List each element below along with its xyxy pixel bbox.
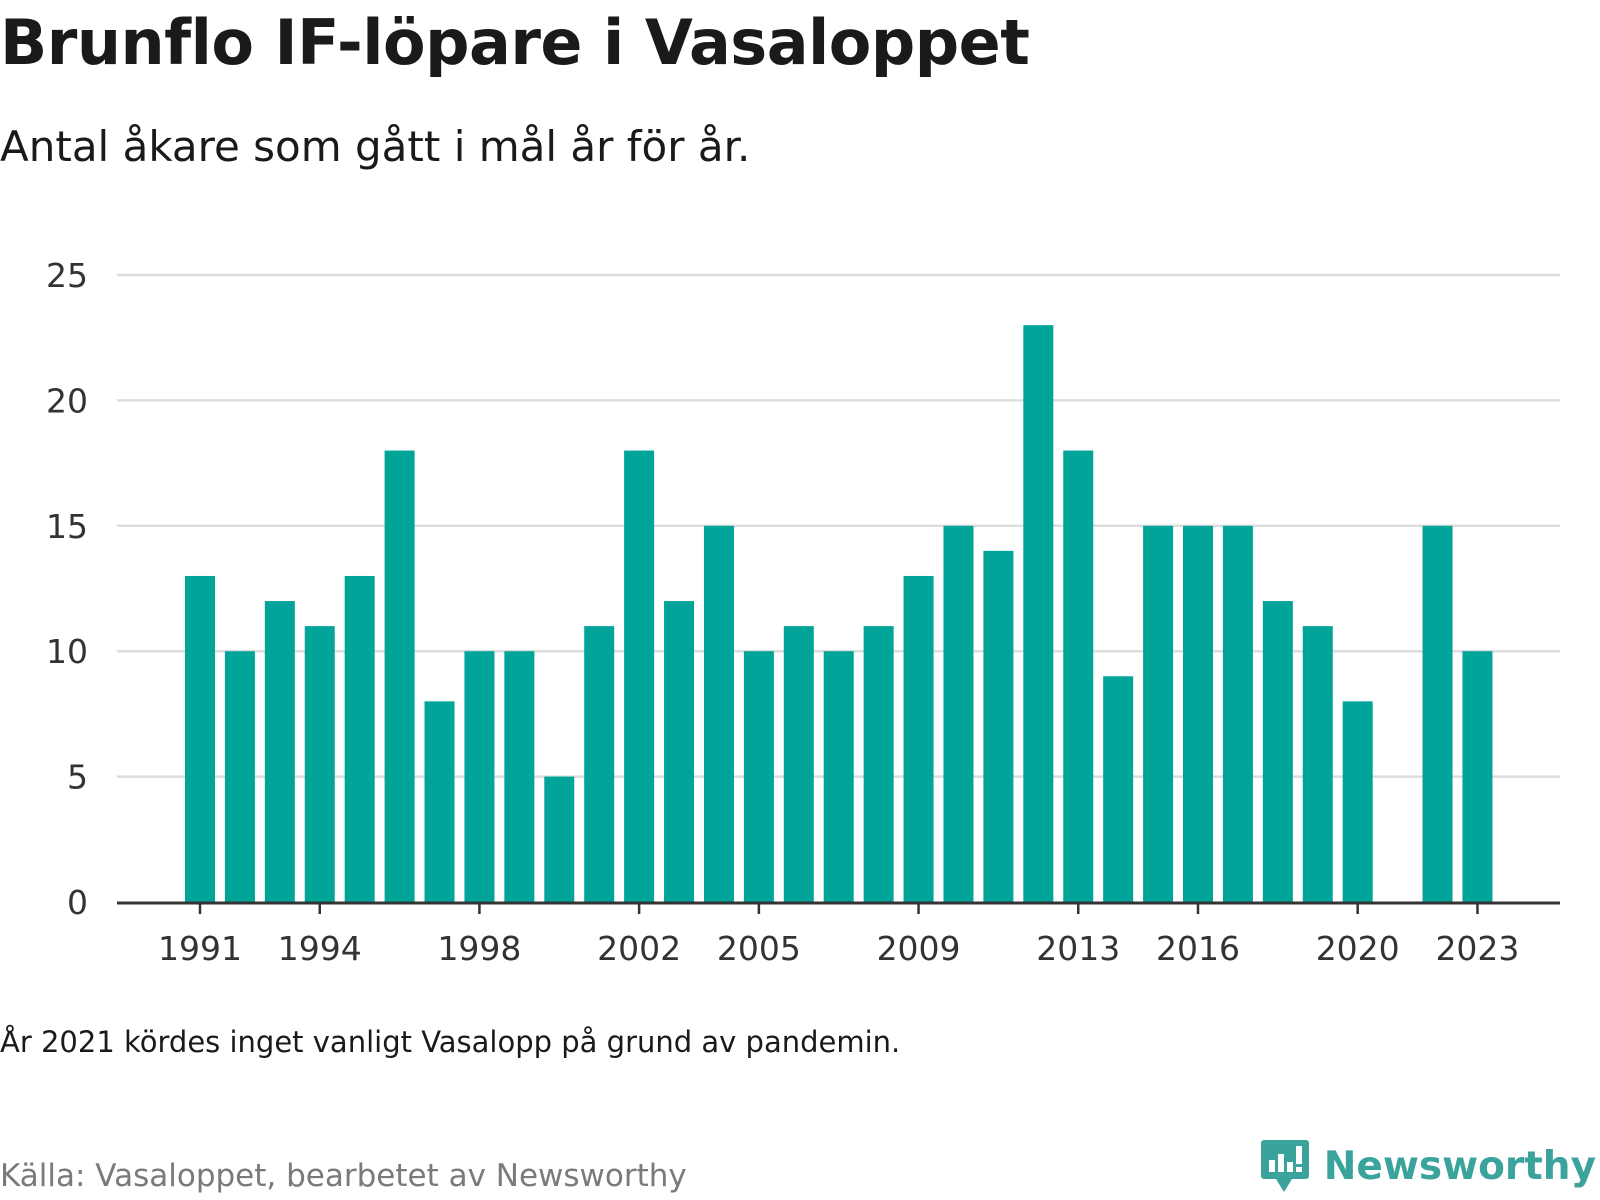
brand-logo: Newsworthy	[1260, 1138, 1596, 1194]
y-tick-label: 5	[67, 758, 88, 797]
bar	[185, 575, 215, 902]
chart-title: Brunflo IF-löpare i Vasaloppet	[0, 6, 1030, 79]
bars	[185, 325, 1493, 902]
x-tick-label: 1994	[278, 929, 362, 968]
x-axis-tick-labels: 1991 1994 1998 2002 2005 2009 2013 2016 2020 2023	[158, 929, 1519, 968]
x-axis	[117, 901, 1560, 914]
bar	[1222, 525, 1253, 902]
y-tick-label: 15	[46, 507, 88, 546]
bar	[304, 626, 335, 902]
bar	[384, 450, 415, 902]
bar-chart: 0 5 10 15 20 25 1991 1994 1998 2002 2005 2009 2013 2…	[46, 256, 1560, 968]
bar	[743, 651, 774, 902]
bar	[1103, 676, 1134, 902]
y-tick-label: 20	[46, 381, 88, 420]
x-tick-label: 2002	[597, 929, 681, 968]
x-tick-label: 2016	[1156, 929, 1240, 968]
bar	[664, 601, 695, 902]
chart-note: År 2021 kördes inget vanligt Vasalopp på…	[0, 1025, 901, 1059]
y-tick-label: 25	[46, 256, 88, 295]
bar	[424, 701, 455, 902]
bar	[1462, 651, 1493, 902]
bar	[1342, 701, 1373, 902]
bar	[1183, 525, 1213, 902]
y-tick-label: 0	[67, 883, 88, 922]
x-tick-label: 1991	[158, 929, 242, 968]
newsworthy-logo-icon	[1260, 1140, 1309, 1192]
bar	[624, 450, 655, 902]
y-tick-label: 10	[46, 632, 88, 671]
bar	[823, 651, 854, 902]
bar	[943, 525, 974, 902]
bar	[983, 550, 1014, 902]
bar	[703, 525, 734, 902]
bar	[504, 651, 535, 902]
bar	[264, 601, 295, 902]
bar	[584, 626, 615, 902]
bar	[344, 575, 375, 902]
bar	[1262, 601, 1293, 902]
x-tick-label: 2013	[1036, 929, 1120, 968]
y-axis-tick-labels: 0 5 10 15 20 25	[46, 256, 88, 922]
brand-name: Newsworthy	[1323, 1143, 1596, 1189]
bar	[1422, 525, 1453, 902]
bar	[464, 651, 495, 902]
source-credit: Källa: Vasaloppet, bearbetet av Newswort…	[0, 1158, 687, 1194]
bar	[1023, 325, 1054, 902]
x-tick-label: 2009	[877, 929, 961, 968]
x-tick-label: 1998	[437, 929, 521, 968]
bar	[863, 626, 894, 902]
chart-subtitle: Antal åkare som gått i mål år för år.	[0, 122, 751, 171]
bar	[903, 575, 934, 902]
bar	[1143, 525, 1174, 902]
x-tick-label: 2020	[1316, 929, 1400, 968]
x-tick-label: 2023	[1435, 929, 1519, 968]
bar	[544, 776, 575, 902]
bar	[224, 651, 255, 902]
bar	[783, 626, 814, 902]
bar	[1063, 450, 1094, 902]
x-tick-label: 2005	[717, 929, 801, 968]
bar	[1302, 626, 1333, 902]
